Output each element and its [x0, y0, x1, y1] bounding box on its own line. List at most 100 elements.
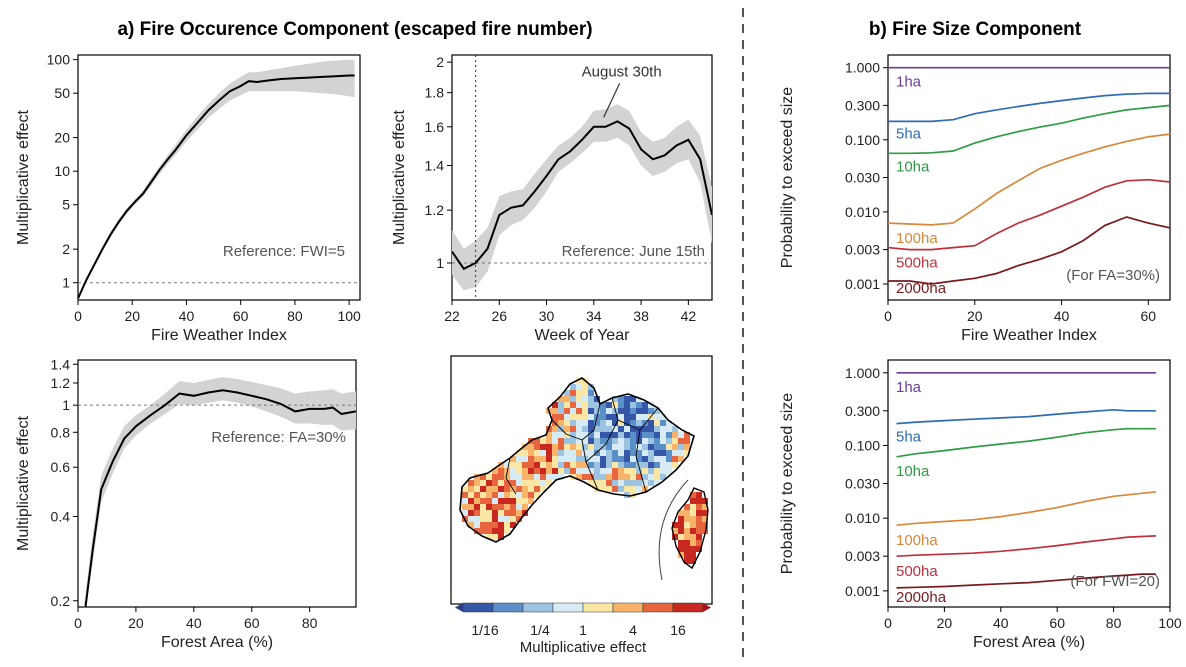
map-cell: [636, 402, 642, 408]
map-cell: [696, 492, 702, 498]
map-cell: [594, 420, 600, 426]
y-tick-label: 0.030: [845, 476, 880, 492]
map-cell: [690, 540, 696, 546]
y-tick-label: 5: [62, 197, 70, 213]
map-cell: [654, 444, 660, 450]
map-cell: [588, 456, 594, 462]
x-tick-label: 60: [244, 615, 260, 631]
map-cell: [492, 534, 498, 540]
map-cell: [516, 492, 522, 498]
map-cell: [636, 480, 642, 486]
map-cell: [522, 504, 528, 510]
map-cell: [522, 498, 528, 504]
map-cell: [600, 438, 606, 444]
y-tick-label: 0.003: [845, 548, 880, 564]
panel-map: 1/16 1/4 1 4 16 Multiplicative effect: [450, 355, 713, 656]
map-cell: [558, 474, 564, 480]
map-cell: [672, 432, 678, 438]
confidence-band: [83, 377, 356, 607]
x-tick-label: 80: [287, 308, 303, 324]
map-cell: [468, 486, 474, 492]
map-cell: [570, 414, 576, 420]
map-cell: [576, 390, 582, 396]
map-cell: [588, 414, 594, 420]
section-a-title: a) Fire Occurence Component (escaped fir…: [117, 19, 592, 40]
map-cell: [528, 468, 534, 474]
map-cell: [582, 402, 588, 408]
map-cell: [486, 480, 492, 486]
map-cell: [684, 546, 690, 552]
map-cell: [618, 486, 624, 492]
map-cell: [606, 486, 612, 492]
map-cell: [486, 522, 492, 528]
map-cell: [588, 420, 594, 426]
x-tick-label: 40: [993, 615, 1009, 631]
x-tick-label: 26: [491, 308, 507, 324]
map-cell: [624, 486, 630, 492]
map-cell: [648, 444, 654, 450]
panel-size-fire-weather-index: 0 20 40 60 0.001 0.003 0.010 0.030 0.100 0.300 1.0…: [779, 54, 1171, 344]
map-cell: [600, 426, 606, 432]
map-cell: [522, 468, 528, 474]
map-cell: [474, 522, 480, 528]
map-cell: [498, 474, 504, 480]
map-cell: [474, 492, 480, 498]
map-cell: [564, 420, 570, 426]
map-cell: [558, 402, 564, 408]
map-cell: [564, 468, 570, 474]
map-cell: [624, 456, 630, 462]
map-cell: [660, 462, 666, 468]
map-cell: [624, 444, 630, 450]
map-cell: [516, 510, 522, 516]
map-cell: [474, 528, 480, 534]
map-cell: [630, 468, 636, 474]
map-cell: [612, 414, 618, 420]
map-cell: [474, 516, 480, 522]
x-tick-label: 40: [186, 615, 202, 631]
map-cell: [558, 396, 564, 402]
size-line-500ha: [888, 178, 1170, 251]
map-cell: [648, 480, 654, 486]
map-cell: [588, 450, 594, 456]
map-cell: [498, 510, 504, 516]
y-tick-label: 1.2: [51, 375, 71, 391]
map-cell: [678, 522, 684, 528]
size-class-label: 5ha: [896, 429, 922, 446]
map-cell: [576, 426, 582, 432]
map-cell: [612, 408, 618, 414]
map-cell: [504, 492, 510, 498]
map-cell: [588, 432, 594, 438]
map-cell: [606, 414, 612, 420]
map-cell: [648, 456, 654, 462]
map-cell: [678, 510, 684, 516]
map-cell: [588, 438, 594, 444]
map-cell: [492, 480, 498, 486]
map-cell: [642, 432, 648, 438]
map-cell: [534, 486, 540, 492]
y-axis-label: Multiplicative effect: [15, 110, 32, 245]
map-cell: [684, 558, 690, 564]
map-cell: [618, 432, 624, 438]
map-cell: [582, 444, 588, 450]
map-cell: [672, 522, 678, 528]
map-cell: [630, 474, 636, 480]
size-line-5ha: [888, 92, 1170, 123]
map-cell: [552, 408, 558, 414]
map-cell: [570, 444, 576, 450]
map-cell: [612, 402, 618, 408]
map-cell: [690, 492, 696, 498]
map-cell: [654, 438, 660, 444]
map-cell: [690, 528, 696, 534]
map-cell: [552, 474, 558, 480]
map-cell: [606, 450, 612, 456]
map-cell: [594, 474, 600, 480]
map-cell: [576, 408, 582, 414]
map-cell: [696, 534, 702, 540]
map-cell: [552, 414, 558, 420]
colorbar-segment: [612, 602, 644, 613]
map-cell: [702, 522, 708, 528]
y-axis-label: Multiplicative effect: [391, 110, 408, 245]
map-cell: [600, 408, 606, 414]
x-tick-label: 0: [74, 308, 82, 324]
map-cell: [666, 438, 672, 444]
